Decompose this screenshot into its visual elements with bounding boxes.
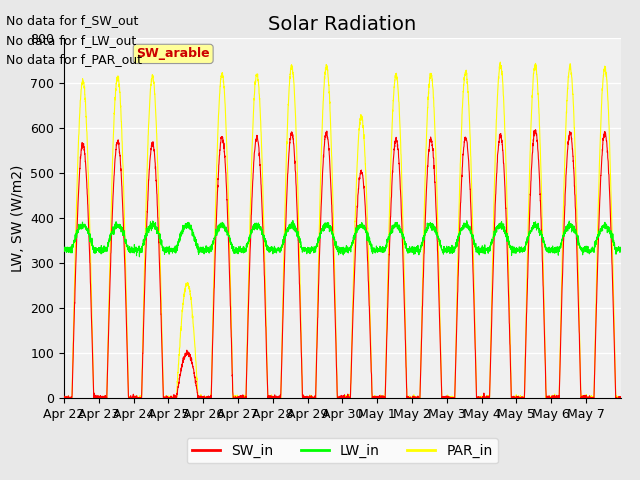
Text: No data for f_LW_out: No data for f_LW_out: [6, 34, 137, 47]
Legend: SW_in, LW_in, PAR_in: SW_in, LW_in, PAR_in: [187, 438, 498, 464]
Y-axis label: LW, SW (W/m2): LW, SW (W/m2): [11, 165, 25, 272]
Text: No data for f_SW_out: No data for f_SW_out: [6, 14, 139, 27]
Text: No data for f_PAR_out: No data for f_PAR_out: [6, 53, 143, 66]
Title: Solar Radiation: Solar Radiation: [268, 15, 417, 34]
Text: SW_arable: SW_arable: [136, 48, 210, 60]
